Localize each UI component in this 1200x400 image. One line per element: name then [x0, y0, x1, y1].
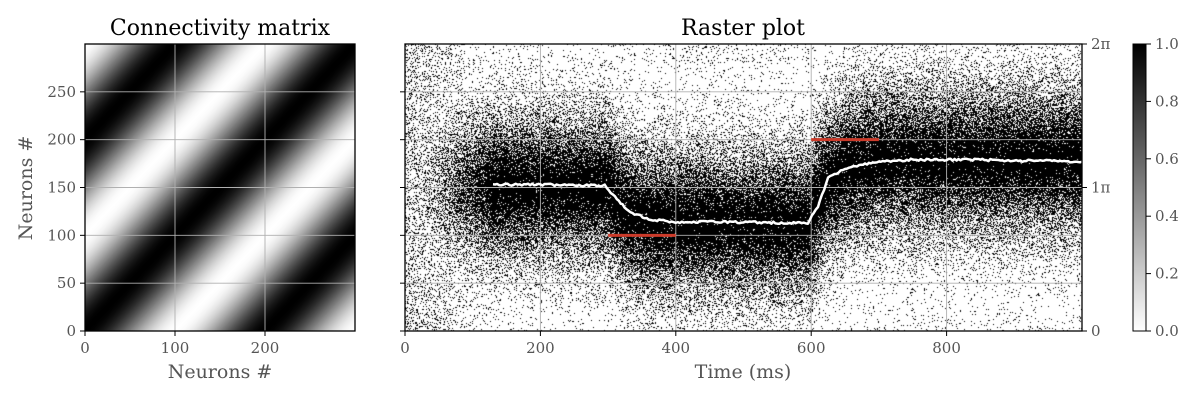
decoded-position-trace: [492, 157, 1083, 226]
colorbar-tick-label: 0.4: [1155, 207, 1179, 225]
colorbar-frame: [1132, 43, 1147, 332]
colorbar-tick-label: 0.6: [1155, 150, 1179, 168]
connectivity-x-label: Neurons #: [168, 361, 273, 383]
raster-right-y-tick-label: 0: [1091, 322, 1101, 340]
colorbar-gradient: [1133, 44, 1146, 331]
colorbar-ticks: 0.0 0.2 0.4 0.6 0.8 1.0: [1146, 35, 1179, 340]
connectivity-x-tick-label: 0: [80, 339, 90, 357]
connectivity-x-tick-label: 200: [251, 339, 280, 357]
connectivity-x-ticks: 0 100 200: [80, 331, 279, 357]
raster-panel: Raster plot 0 200 400 600 800 0 1π 2π Time (ms…: [400, 16, 1111, 383]
cue-segments: [608, 138, 879, 237]
connectivity-y-tick-label: 100: [47, 226, 76, 244]
connectivity-y-ticks: 0 50 100 150 200 250: [47, 83, 85, 340]
colorbar-tick-label: 0.2: [1155, 265, 1179, 283]
raster-title: Raster plot: [681, 16, 805, 41]
colorbar-tick-label: 0.0: [1155, 322, 1179, 340]
raster-right-y-tick-label: 2π: [1091, 35, 1111, 53]
raster-x-tick-label: 0: [400, 339, 410, 357]
connectivity-panel: Connectivity matrix 0 100 200 0 50 100 150 200…: [15, 16, 356, 383]
raster-grid: [405, 44, 1082, 331]
raster-right-y-tick-label: 1π: [1091, 179, 1111, 197]
colorbar: 0.0 0.2 0.4 0.6 0.8 1.0: [1132, 35, 1179, 340]
raster-x-label: Time (ms): [695, 361, 792, 383]
raster-x-tick-label: 800: [932, 339, 961, 357]
connectivity-y-label: Neurons #: [15, 136, 37, 241]
raster-x-tick-label: 400: [661, 339, 690, 357]
connectivity-y-tick-label: 0: [66, 322, 76, 340]
connectivity-y-tick-label: 200: [47, 131, 76, 149]
raster-left-y-ticks: [400, 91, 405, 332]
raster-right-y-ticks: 0 1π 2π: [1082, 35, 1111, 340]
connectivity-x-tick-label: 100: [161, 339, 190, 357]
connectivity-grid: [85, 44, 355, 331]
colorbar-tick-label: 0.8: [1155, 92, 1179, 110]
raster-x-tick-label: 600: [797, 339, 826, 357]
connectivity-title: Connectivity matrix: [110, 16, 331, 41]
connectivity-y-tick-label: 50: [57, 274, 76, 292]
connectivity-y-tick-label: 150: [47, 179, 76, 197]
connectivity-y-tick-label: 250: [47, 83, 76, 101]
raster-x-tick-label: 200: [526, 339, 555, 357]
raster-x-ticks: 0 200 400 600 800: [400, 331, 961, 357]
colorbar-tick-label: 1.0: [1155, 35, 1179, 53]
